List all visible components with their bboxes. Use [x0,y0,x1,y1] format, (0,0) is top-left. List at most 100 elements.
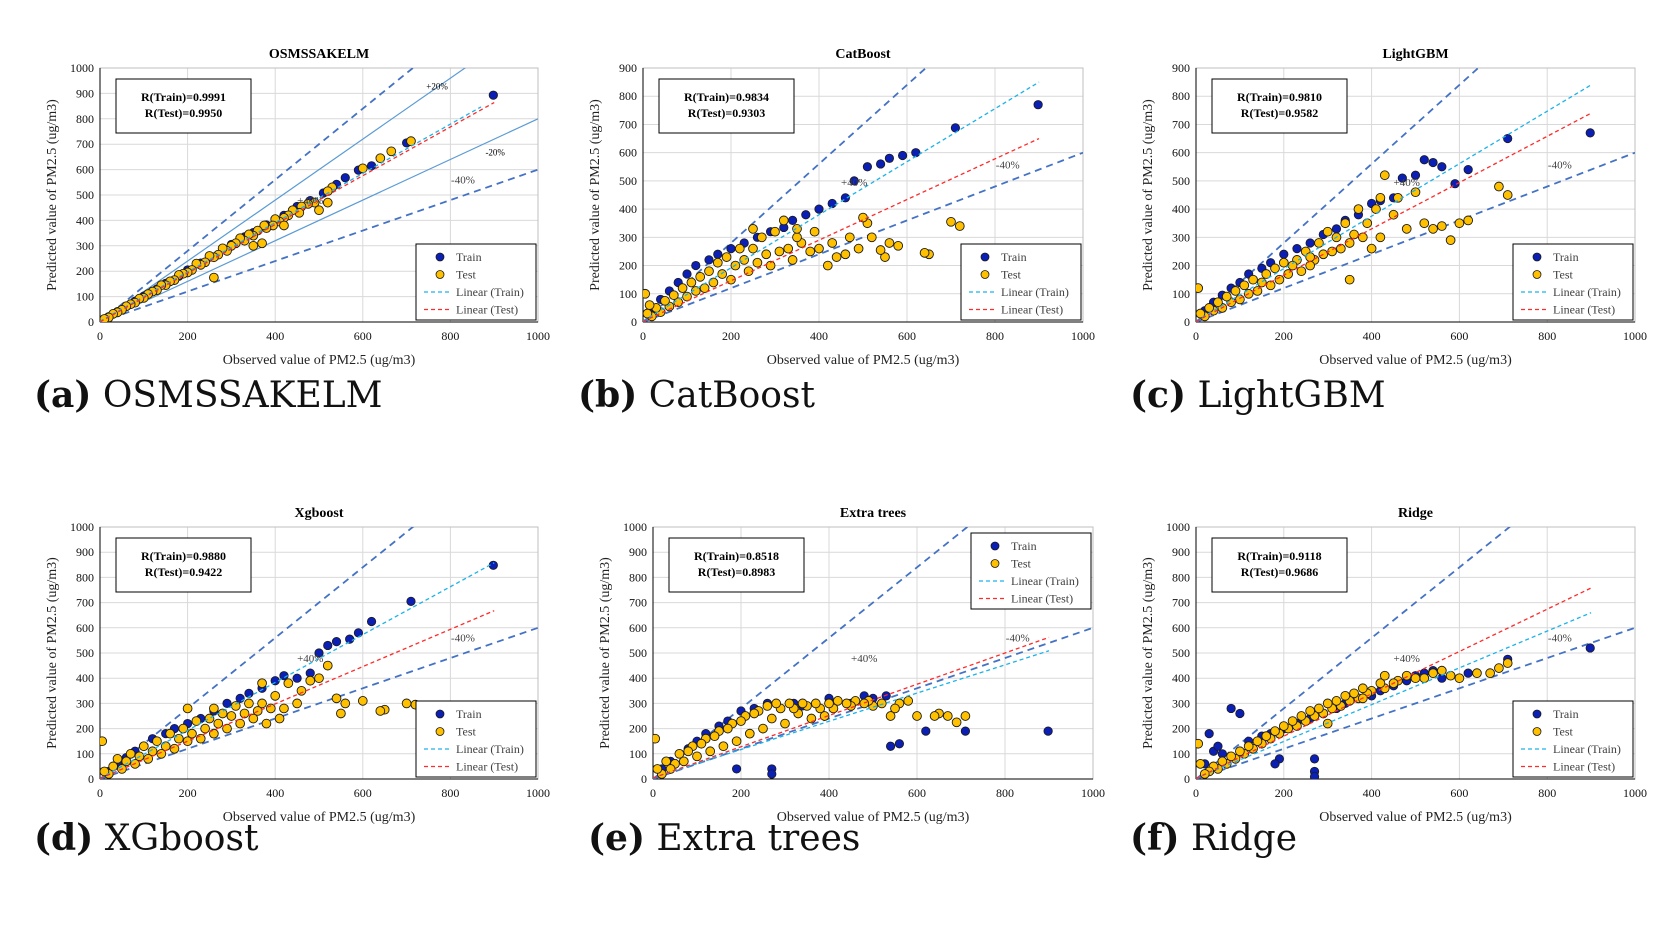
y-tick-label: 500 [1172,646,1190,660]
train-point [1585,643,1595,653]
train-point [1270,759,1280,769]
test-point [1357,232,1368,243]
test-point [1401,224,1412,234]
chart-title: Ridge [1398,506,1433,521]
r-value-box [115,537,252,593]
legend-label-train: Train [1011,539,1037,553]
y-tick-label: 600 [629,621,647,635]
linear-test-line [100,101,495,322]
test-point [780,718,790,729]
test-point [1243,741,1254,752]
test-point [244,698,254,709]
x-tick-label: 1000 [1623,786,1647,800]
test-point [692,751,702,762]
y-tick-label: 500 [76,188,94,202]
y-tick-label: 500 [1172,174,1190,188]
legend-marker-train [1532,252,1542,262]
test-point [1261,269,1272,279]
train-point [682,269,692,279]
test-point [200,723,210,734]
train-point [787,215,798,225]
test-point [1428,668,1438,679]
r-value-box [658,78,795,134]
test-point [1419,673,1430,684]
test-point [292,698,302,709]
y-tick-label: 800 [629,570,647,584]
y-tick-label: 900 [629,545,647,559]
test-point [774,246,785,257]
y-tick-label: 400 [619,202,637,216]
test-point [401,698,412,709]
test-point [722,723,733,734]
chart-title: Extra trees [840,506,907,521]
test-point [1235,294,1245,305]
minus40-reference-line [1196,151,1635,322]
linear-train-line [100,106,482,322]
minus20-reference-line [100,118,538,322]
train-point [279,671,289,681]
y-tick-label: 300 [76,239,94,253]
train-point [862,162,873,172]
y-tick-label: 0 [1184,772,1190,786]
test-point [226,711,237,721]
test-point [1230,286,1241,296]
x-tick-label: 600 [1450,786,1468,800]
train-point [1397,173,1407,183]
y-tick-label: 300 [619,230,637,244]
test-point [1375,678,1386,689]
train-point [366,616,377,627]
y-tick-label: 800 [1172,570,1190,584]
test-point [375,706,386,716]
test-point [884,238,895,248]
train-point [884,153,895,163]
legend-label-train: Train [1553,250,1579,264]
test-point [744,728,755,739]
x-axis-title: Observed value of PM2.5 (ug/m3) [1319,810,1512,825]
test-point [173,733,184,744]
y-tick-label: 600 [1172,621,1190,635]
test-point [209,703,219,714]
test-point [771,698,782,709]
r-train-text: R(Train)=0.9880 [141,549,226,563]
test-point [248,240,259,251]
test-point [819,711,830,721]
test-point [736,716,746,726]
train-point [1213,741,1223,751]
chart-panel-c: 0 100 200 300 400 500 600 700 800 900 0 200 400 600 80… [1141,47,1647,368]
test-point [661,756,672,767]
minus40-label: -40% [1548,632,1572,644]
test-point [235,718,246,729]
plus20-label: +20% [426,82,448,92]
y-tick-label: 900 [1172,545,1190,559]
test-point [1274,274,1285,285]
legend-marker-test [1532,270,1542,279]
test-point [1454,673,1465,684]
train-point [1309,754,1320,764]
test-point [695,271,706,282]
train-point [1279,249,1289,259]
test-point [213,718,224,729]
train-point [950,123,961,133]
test-point [797,698,808,709]
y-tick-label: 300 [76,696,94,710]
test-point [1502,190,1513,200]
test-point [322,186,333,197]
train-point [897,150,908,161]
test-point [1344,274,1355,285]
r-value-box [115,78,252,134]
test-point [1235,746,1245,757]
test-point [805,246,816,257]
test-point [866,232,877,243]
linear-train-line [1196,612,1592,779]
chart-panel-b: 0 100 200 300 400 500 600 700 800 900 0 200 400 600 80… [588,47,1095,368]
y-tick-label: 1000 [1166,520,1190,534]
y-tick-label: 200 [629,722,647,736]
legend: Train Test Linear (Train) Linear (Test) [970,532,1092,610]
test-point [322,197,333,208]
test-point [1388,209,1399,220]
x-tick-label: 800 [1538,786,1556,800]
test-point [1265,280,1276,291]
test-point [1375,232,1386,243]
legend-marker-train [1532,709,1542,719]
caption-letter: (e) [588,817,645,859]
